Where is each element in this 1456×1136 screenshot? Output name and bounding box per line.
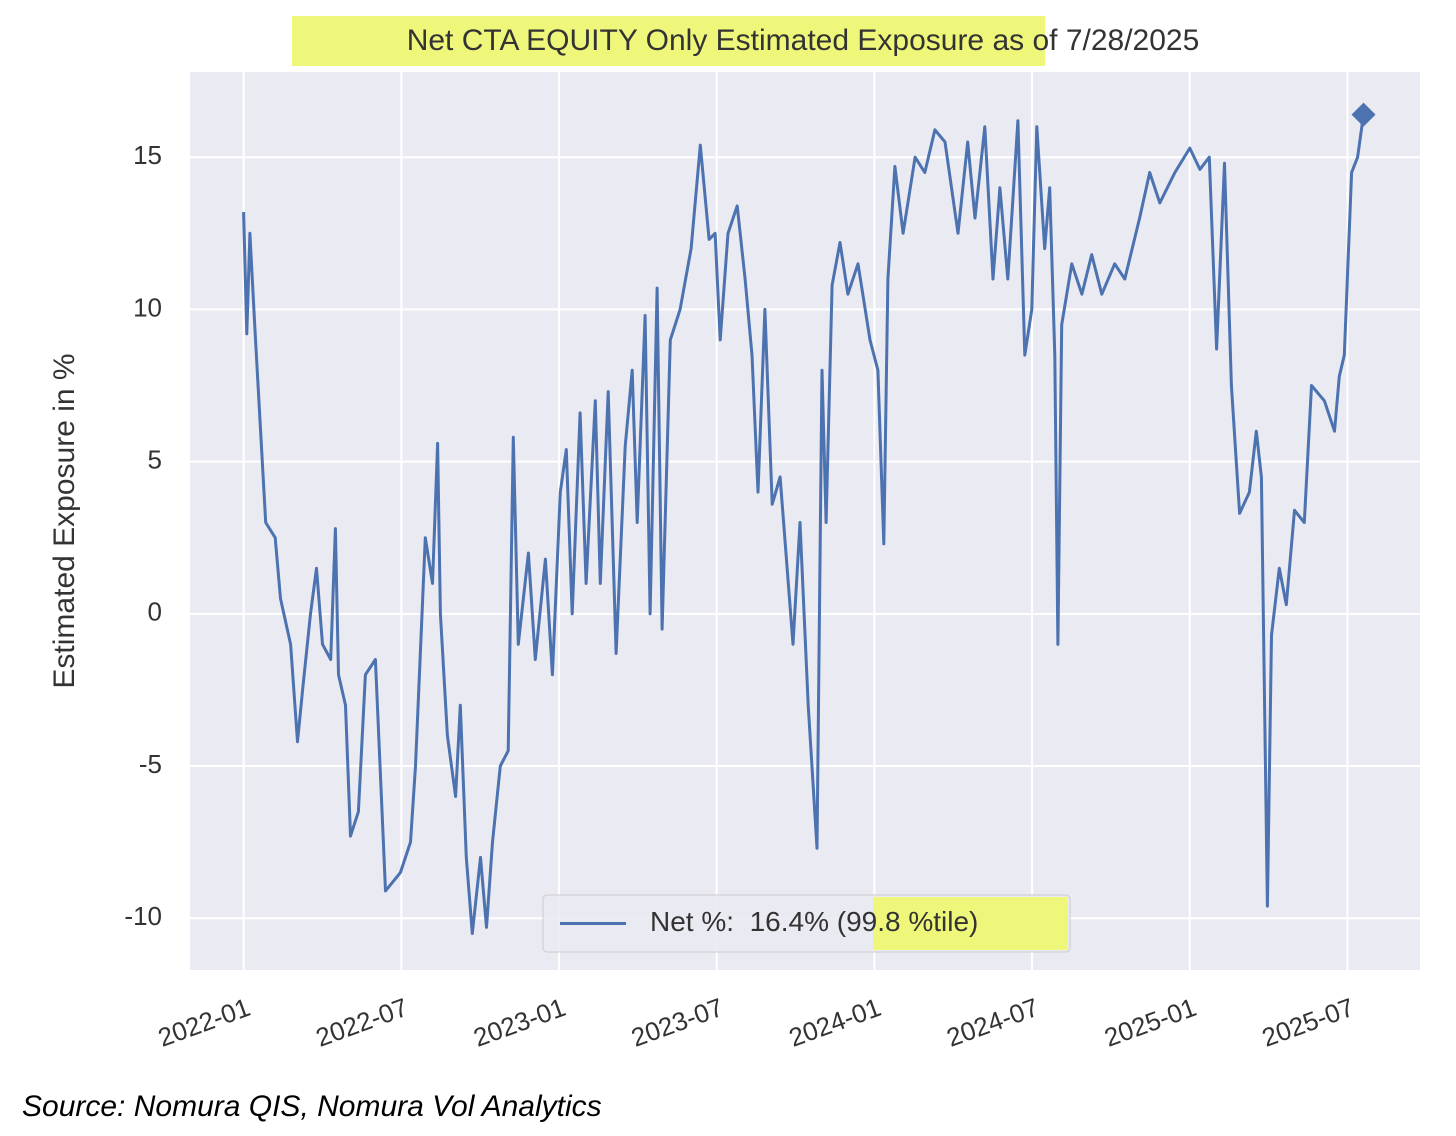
x-tick-label: 2024-07 (943, 992, 1043, 1053)
y-tick-label: 0 (148, 597, 162, 627)
y-tick-label: 10 (133, 292, 162, 322)
y-tick-label: 5 (148, 445, 162, 475)
chart-title: Net CTA EQUITY Only Estimated Exposure a… (407, 24, 1200, 57)
legend-label: Net %: 16.4% (99.8 %tile) (650, 906, 978, 937)
y-tick-label: -10 (124, 901, 162, 931)
legend-highlight (873, 897, 1068, 950)
title-highlight (292, 16, 1045, 66)
x-tick-label: 2023-01 (469, 992, 569, 1053)
last-point-marker (1351, 102, 1376, 127)
x-tick-label: 2023-07 (627, 992, 727, 1053)
y-tick-label: 15 (133, 140, 162, 170)
x-tick-label: 2024-01 (785, 992, 885, 1053)
x-tick-label: 2025-07 (1258, 992, 1358, 1053)
x-tick-label: 2022-01 (154, 992, 254, 1053)
plot-area (190, 72, 1420, 970)
y-axis-label: Estimated Exposure in % (48, 353, 81, 688)
x-tick-label: 2025-01 (1100, 992, 1200, 1053)
x-tick-label: 2022-07 (312, 992, 412, 1053)
y-tick-label: -5 (139, 749, 162, 779)
data-line (242, 114, 1365, 935)
source-note: Source: Nomura QIS, Nomura Vol Analytics (22, 1090, 602, 1123)
